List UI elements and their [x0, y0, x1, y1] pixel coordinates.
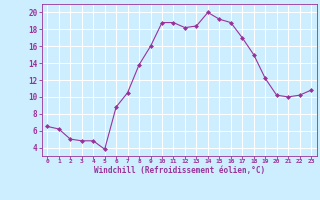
X-axis label: Windchill (Refroidissement éolien,°C): Windchill (Refroidissement éolien,°C) — [94, 166, 265, 175]
